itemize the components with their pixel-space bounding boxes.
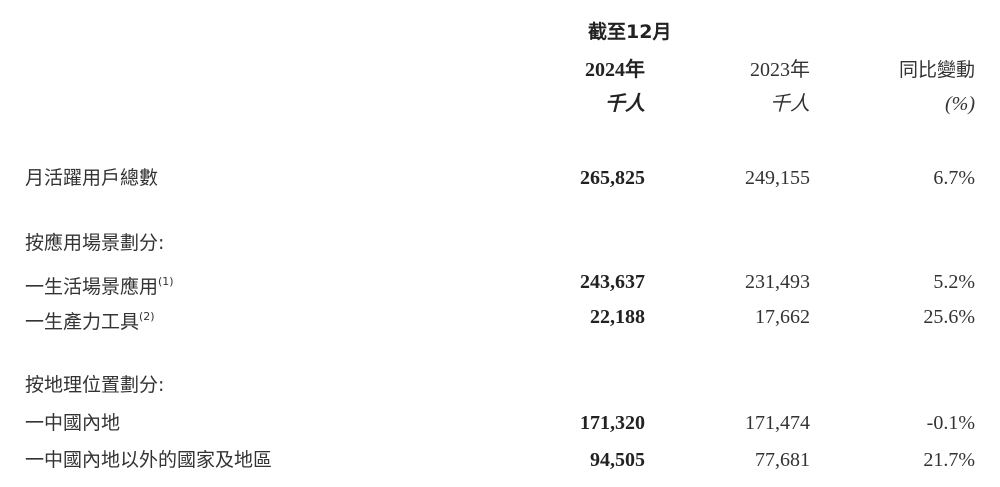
value-change: 6.7% [933,167,975,189]
col-2024-header: 2024年 [585,59,645,81]
col-2024-unit: 千人 [605,93,645,115]
col-2023-header: 2023年 [750,59,810,81]
value-2024: 243,637 [580,271,645,293]
value-2024: 171,320 [580,412,645,434]
row-label-text: 一生產力工具 [25,311,140,333]
row-label-text: 按應用場景劃分: [25,232,165,254]
row-label-text: 一生活場景應用 [25,276,159,298]
footnote-marker: (2) [139,310,155,323]
row-label: 按應用場景劃分: [25,231,164,255]
value-2023: 17,662 [755,306,810,328]
footnote-marker: (1) [158,275,174,288]
col-2023-unit: 千人 [770,93,810,115]
row-label: 按地理位置劃分: [25,373,164,397]
row-label-text: 一中國內地以外的國家及地區 [25,449,273,471]
col-change-unit: (%) [945,93,975,115]
row-label: 一生產力工具(2) [25,305,155,334]
period-header: 截至12月 [588,21,672,43]
value-2023: 231,493 [745,271,810,293]
value-change: 25.6% [923,306,975,328]
row-label-text: 月活躍用戶總數 [25,167,159,189]
value-2023: 249,155 [745,167,810,189]
value-2023: 171,474 [745,412,810,434]
value-2024: 94,505 [590,449,645,471]
row-label-text: 按地理位置劃分: [25,374,165,396]
row-label: 一生活場景應用(1) [25,270,174,299]
value-2023: 77,681 [755,449,810,471]
row-label: 月活躍用戶總數 [25,166,158,190]
row-label-text: 一中國內地 [25,412,121,434]
value-2024: 22,188 [590,306,645,328]
col-change-header: 同比變動 [898,59,975,81]
value-change: 5.2% [933,271,975,293]
value-2024: 265,825 [580,167,645,189]
row-label: 一中國內地 [25,411,120,435]
value-change: -0.1% [926,412,975,434]
row-label: 一中國內地以外的國家及地區 [25,448,272,472]
value-change: 21.7% [923,449,975,471]
